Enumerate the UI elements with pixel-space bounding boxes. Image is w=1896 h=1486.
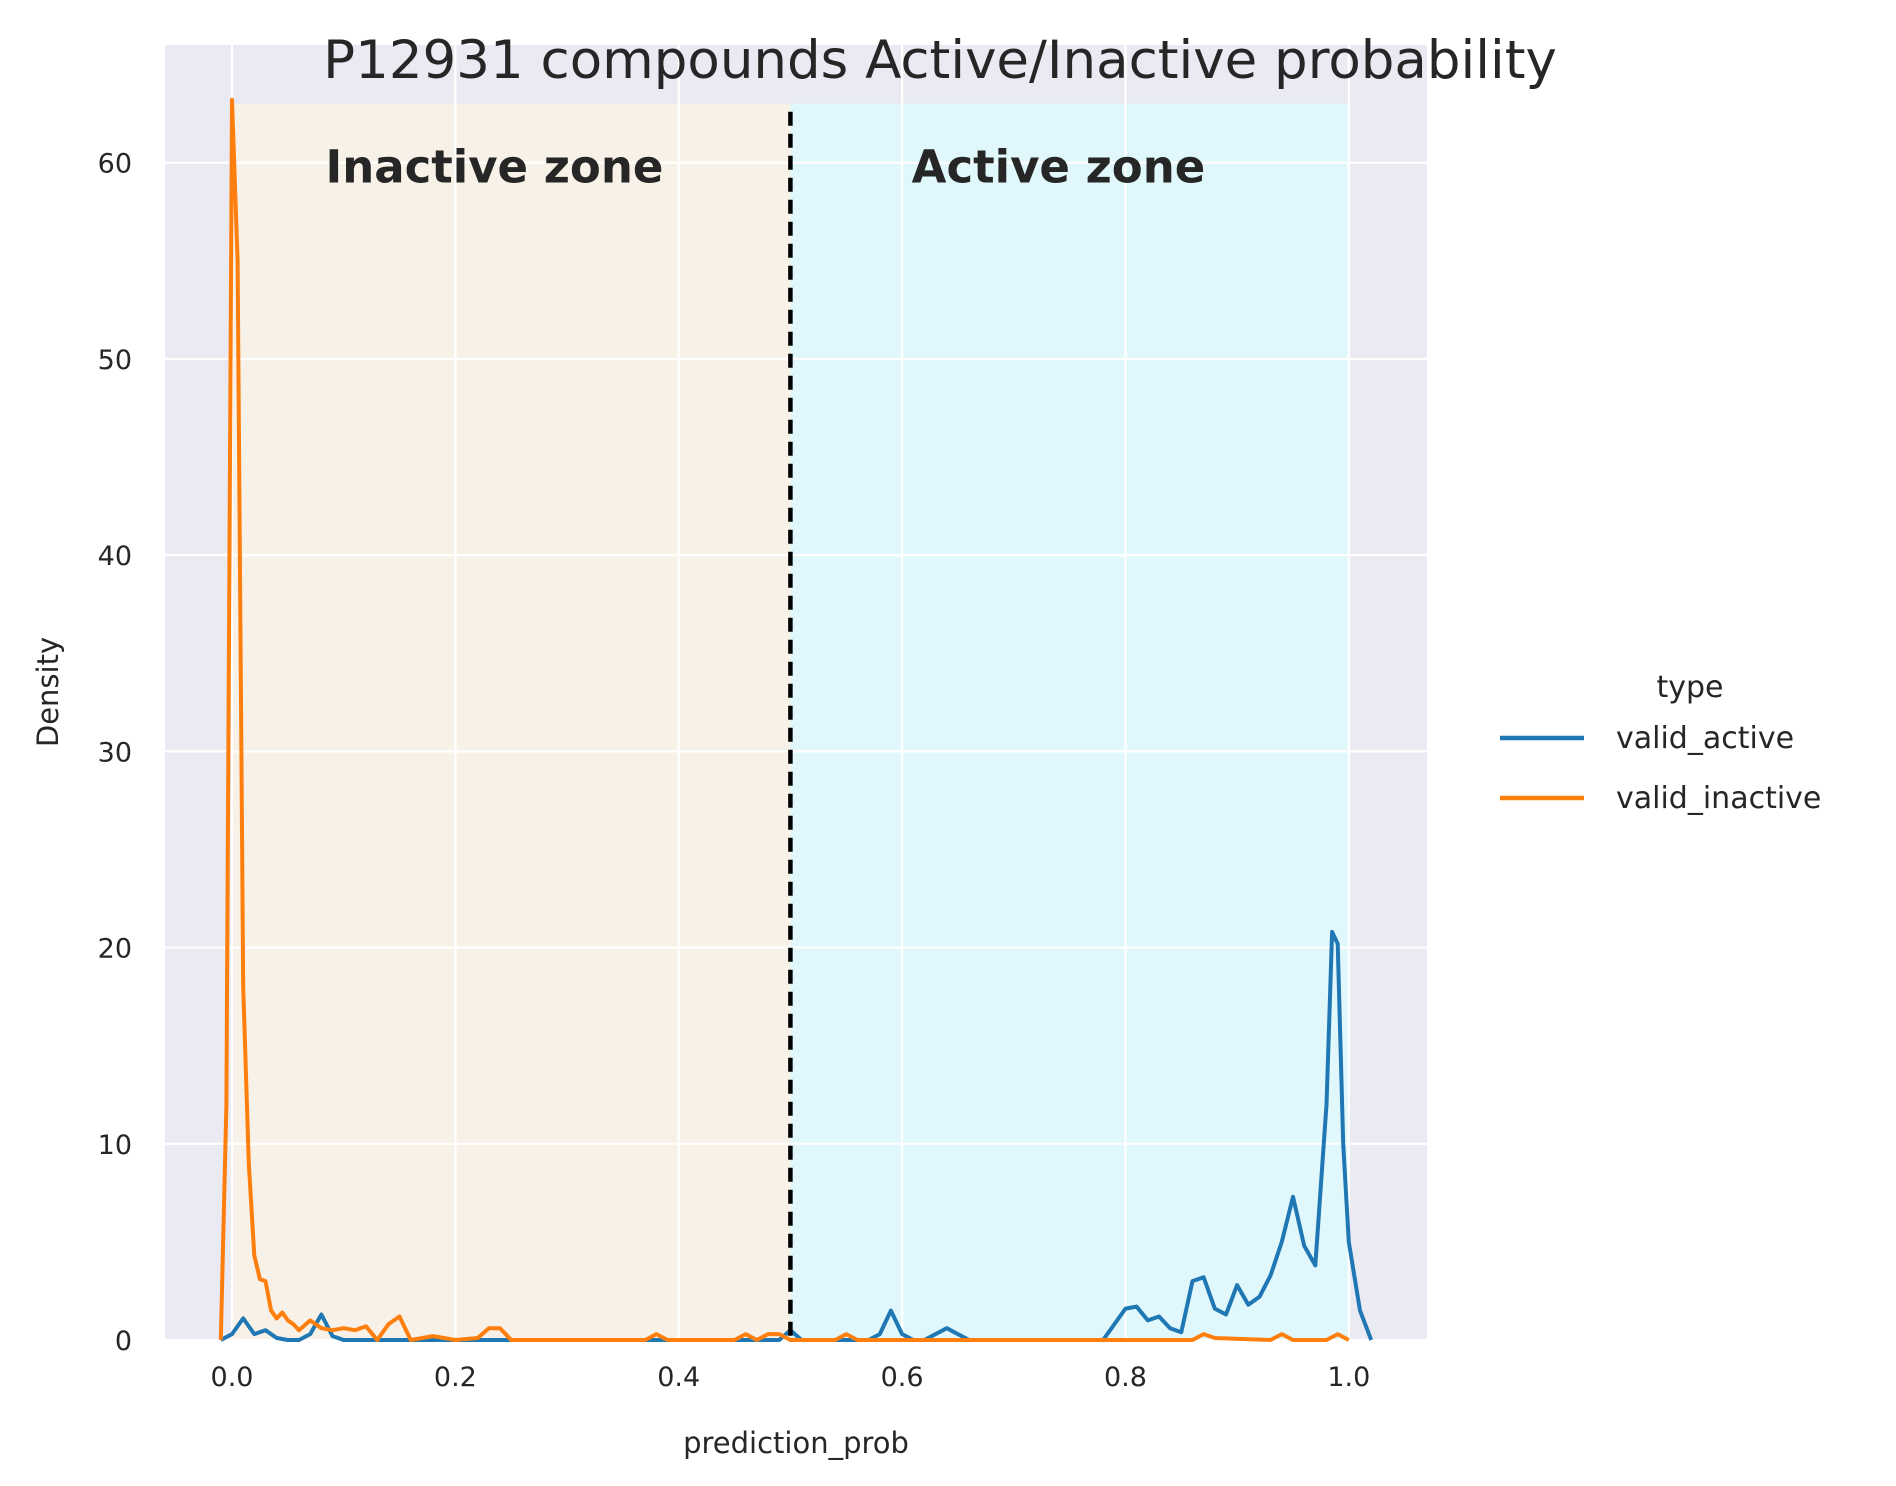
legend-label-valid_inactive: valid_inactive <box>1616 781 1821 816</box>
zone-label-0: Inactive zone <box>325 140 663 193</box>
y-axis-label: Density <box>31 637 65 747</box>
x-tick-label: 0.4 <box>657 1362 700 1393</box>
chart-title: P12931 compounds Active/Inactive probabi… <box>323 30 1557 91</box>
legend: type valid_active valid_inactive <box>1500 670 1821 816</box>
zone-label-1: Active zone <box>912 140 1206 193</box>
x-tick-label: 0.0 <box>211 1362 254 1393</box>
x-axis-label: prediction_prob <box>683 1426 909 1460</box>
series-line-valid_inactive <box>218 97 1350 1342</box>
legend-label-valid_active: valid_active <box>1616 721 1794 756</box>
y-tick-label: 20 <box>98 934 132 965</box>
y-tick-label: 40 <box>98 541 132 572</box>
x-tick-label: 1.0 <box>1327 1362 1370 1393</box>
y-tick-label: 50 <box>98 345 132 376</box>
y-tick-label: 10 <box>98 1130 132 1161</box>
y-tick-label: 30 <box>98 737 132 768</box>
y-tick-label: 0 <box>115 1326 132 1357</box>
legend-title: type <box>1656 670 1723 705</box>
zone-band-0 <box>232 103 791 1340</box>
y-tick-label: 60 <box>98 149 132 180</box>
x-tick-label: 0.6 <box>881 1362 924 1393</box>
x-tick-label: 0.2 <box>434 1362 477 1393</box>
zone-band-1 <box>790 103 1349 1340</box>
x-tick-label: 0.8 <box>1104 1362 1147 1393</box>
